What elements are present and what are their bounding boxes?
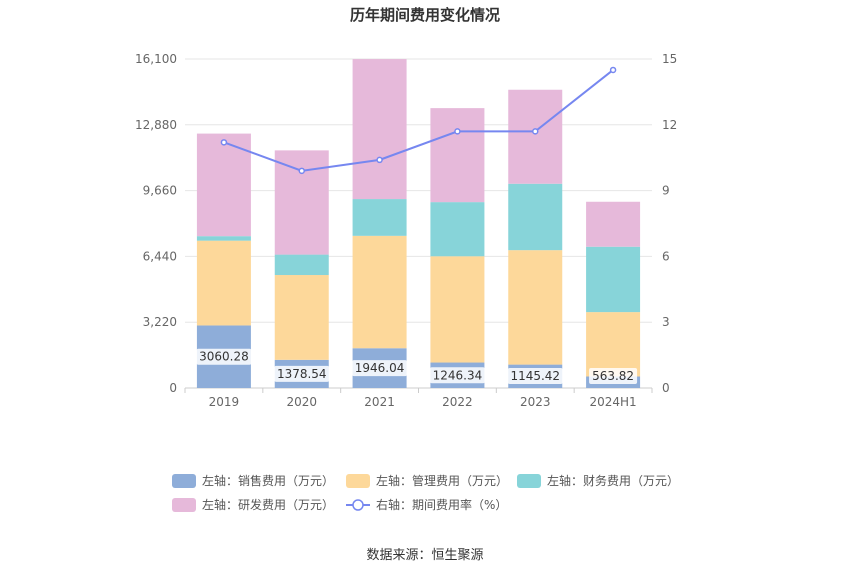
- left-axis-tick-label: 3,220: [143, 315, 177, 329]
- data-label: 563.82: [592, 369, 634, 383]
- bar-series-2: [274, 275, 329, 360]
- left-axis-tick-label: 12,880: [135, 118, 177, 132]
- data-label: 1145.42: [510, 369, 560, 383]
- x-axis-tick-label: 2022: [442, 395, 473, 409]
- x-axis-tick-label: 2021: [364, 395, 395, 409]
- x-axis-tick-label: 2020: [286, 395, 317, 409]
- data-label: 1946.04: [355, 361, 405, 375]
- bar-series-4: [430, 108, 485, 203]
- bar-series-2: [508, 250, 563, 365]
- left-axis-tick-label: 16,100: [135, 52, 177, 66]
- x-axis-tick-label: 2024H1: [589, 395, 636, 409]
- data-label-bg: [507, 368, 563, 384]
- chart-title: 历年期间费用变化情况: [350, 6, 500, 24]
- data-label-bg: [274, 365, 330, 382]
- left-axis-tick-label: 6,440: [143, 249, 177, 263]
- rate-point: [454, 128, 461, 135]
- data-labels: 3060.28 1378.54 1946.04 1246.34 1145.42 563.8…: [196, 348, 638, 384]
- legend-label: 左轴：研发费用（万元）: [202, 497, 334, 512]
- left-axis-tick-label: 9,660: [143, 184, 177, 198]
- x-axis-tick-label: 2019: [209, 395, 240, 409]
- rate-line: [220, 66, 617, 175]
- bar-series-4: [508, 89, 563, 184]
- bar-series-4: [352, 59, 407, 200]
- legend-swatch: [346, 474, 370, 488]
- bar-series-4: [586, 201, 641, 247]
- legend-swatch: [172, 474, 196, 488]
- right-axis-tick-label: 3: [662, 315, 670, 329]
- legend-label: 左轴：销售费用（万元）: [202, 473, 334, 488]
- legend-label: 左轴：财务费用（万元）: [547, 473, 679, 488]
- bar-series-2: [352, 235, 407, 349]
- rate-point: [298, 167, 305, 175]
- bar-series-3: [430, 202, 485, 257]
- bar-series-3: [352, 199, 407, 236]
- legend-label: 左轴：管理费用（万元）: [376, 473, 508, 488]
- rate-point: [376, 156, 383, 164]
- legend-swatch: [172, 498, 196, 512]
- data-label: 1246.34: [433, 368, 483, 382]
- axes: 0 3,220 6,440 9,660 12,880 16,100 0 3 6 9 12 15 2019…: [135, 52, 677, 409]
- rate-line-path: [223, 69, 614, 172]
- bar-series-3: [508, 183, 563, 251]
- right-axis-tick-label: 12: [662, 118, 677, 132]
- bar-series-3: [274, 254, 329, 276]
- bar-series-2: [196, 240, 251, 326]
- source-note: 数据来源：恒生聚源: [366, 548, 483, 563]
- data-label: 3060.28: [199, 350, 249, 364]
- bar-series-4: [196, 133, 251, 237]
- bar-series-2: [430, 256, 485, 363]
- right-axis-tick-label: 9: [662, 184, 670, 198]
- gridlines: [185, 58, 652, 389]
- legend-swatch: [517, 474, 541, 488]
- data-label-bg: [589, 368, 638, 384]
- data-label-bg: [352, 360, 408, 377]
- legend[interactable]: 左轴：销售费用（万元） 左轴：管理费用（万元） 左轴：财务费用（万元） 左轴：研发费用…: [172, 473, 679, 512]
- bar-series-2: [586, 312, 641, 377]
- rate-point: [609, 66, 617, 74]
- bar-series-3: [586, 246, 641, 313]
- bars: [196, 59, 641, 388]
- bar-series-3: [196, 236, 251, 241]
- right-axis-tick-label: 15: [662, 52, 677, 66]
- x-axis-tick-label: 2023: [520, 395, 551, 409]
- rate-point: [220, 139, 228, 146]
- data-label: 1378.54: [277, 367, 327, 381]
- left-axis-tick-label: 0: [169, 381, 177, 395]
- data-label-bg: [196, 348, 252, 365]
- bar-series-4: [274, 150, 329, 255]
- right-axis-tick-label: 6: [662, 249, 670, 263]
- legend-label: 右轴：期间费用率（%）: [376, 497, 507, 512]
- data-label-bg: [429, 367, 485, 384]
- right-axis-tick-label: 0: [662, 381, 670, 395]
- legend-line-marker: [352, 499, 364, 511]
- rate-point: [532, 128, 539, 135]
